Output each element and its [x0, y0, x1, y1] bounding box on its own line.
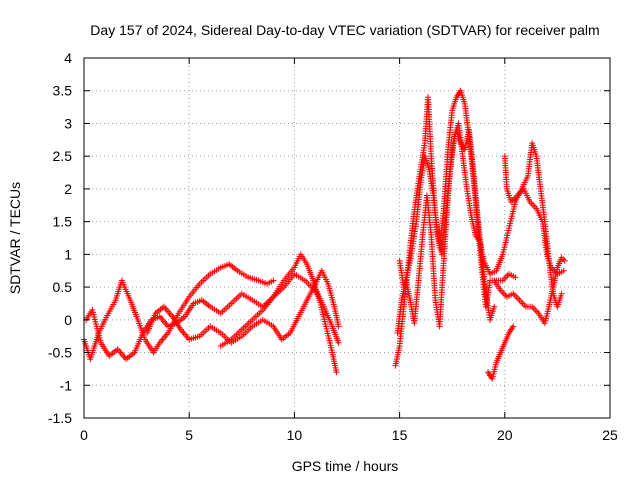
data-point	[270, 277, 277, 284]
data-point	[512, 274, 519, 281]
x-tick-label: 5	[185, 427, 193, 443]
data-point	[510, 323, 517, 330]
data-point	[561, 257, 568, 264]
data-point	[333, 369, 340, 376]
data-point	[491, 303, 498, 310]
x-tick-label: 15	[392, 427, 408, 443]
y-tick-label: 0	[64, 312, 72, 328]
chart-title: Day 157 of 2024, Sidereal Day-to-day VTE…	[90, 22, 599, 38]
y-tick-label: 0.5	[53, 279, 73, 295]
y-tick-label: -1.5	[48, 410, 72, 426]
y-tick-label: 4	[64, 50, 72, 66]
y-tick-label: 2	[64, 181, 72, 197]
y-tick-label: 2.5	[53, 148, 73, 164]
y-tick-label: 3.5	[53, 83, 73, 99]
data-point	[335, 339, 342, 346]
y-tick-label: 1.5	[53, 214, 73, 230]
data-point	[560, 267, 567, 274]
grid	[84, 58, 610, 418]
data-point	[335, 323, 342, 330]
y-tick-label: -0.5	[48, 345, 72, 361]
x-axis-label: GPS time / hours	[292, 458, 399, 474]
y-tick-label: 1	[64, 246, 72, 262]
y-tick-label: 3	[64, 115, 72, 131]
plot-frame	[83, 57, 611, 419]
x-tick-label: 25	[602, 427, 618, 443]
data-points	[81, 87, 568, 382]
x-tick-label: 0	[80, 427, 88, 443]
y-axis-label: SDTVAR / TECUs	[7, 182, 23, 294]
x-tick-label: 10	[287, 427, 303, 443]
x-tick-label: 20	[497, 427, 513, 443]
y-tick-label: -1	[60, 377, 73, 393]
ticks: 0 5 10 15 20 25 -1.5 -1 -0.5 0 0.5 1 1.5 2 2.5 3 3.5 4	[48, 50, 618, 443]
data-point	[558, 290, 565, 297]
